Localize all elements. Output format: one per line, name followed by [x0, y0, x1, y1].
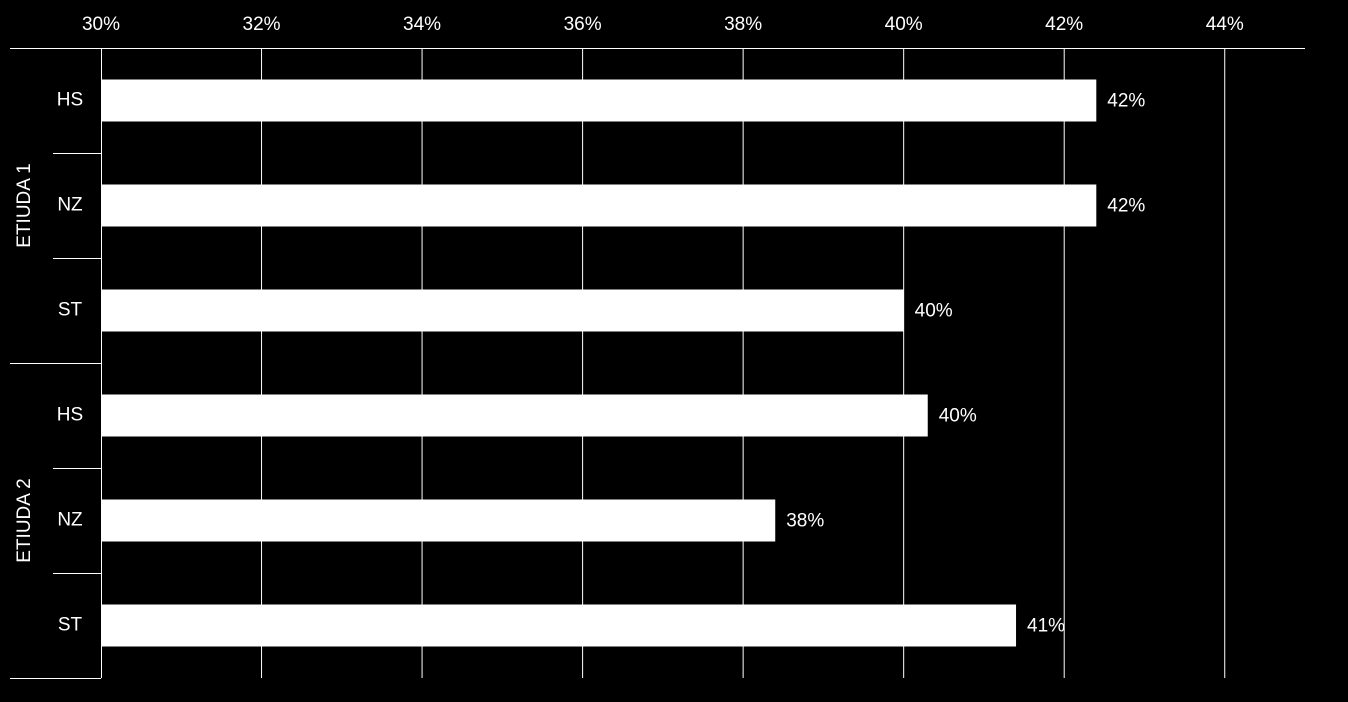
- bar: [102, 79, 1097, 122]
- value-label: 40%: [939, 406, 977, 427]
- x-tick-label: 38%: [724, 14, 762, 35]
- bar: [102, 184, 1097, 227]
- group-label: ETIUDA 2: [14, 478, 35, 562]
- bar: [102, 394, 928, 437]
- bar: [102, 604, 1017, 647]
- category-label: NZ: [57, 510, 83, 531]
- value-label: 42%: [1107, 91, 1145, 112]
- x-tick-label: 40%: [885, 14, 923, 35]
- category-label: HS: [57, 405, 83, 426]
- x-tick-label: 44%: [1206, 14, 1244, 35]
- x-tick-label: 34%: [403, 14, 441, 35]
- x-tick-label: 36%: [564, 14, 602, 35]
- x-tick-label: 32%: [243, 14, 281, 35]
- x-tick-label: 30%: [82, 14, 120, 35]
- category-label: ST: [58, 300, 83, 321]
- value-label: 38%: [786, 511, 824, 532]
- x-tick-label: 42%: [1045, 14, 1083, 35]
- category-label: ST: [58, 615, 83, 636]
- bar: [102, 289, 904, 332]
- value-label: 40%: [915, 301, 953, 322]
- category-label: NZ: [57, 195, 83, 216]
- category-label: HS: [57, 90, 83, 111]
- value-label: 42%: [1107, 196, 1145, 217]
- value-label: 41%: [1027, 616, 1065, 637]
- bar: [102, 499, 776, 542]
- group-label: ETIUDA 1: [14, 163, 35, 247]
